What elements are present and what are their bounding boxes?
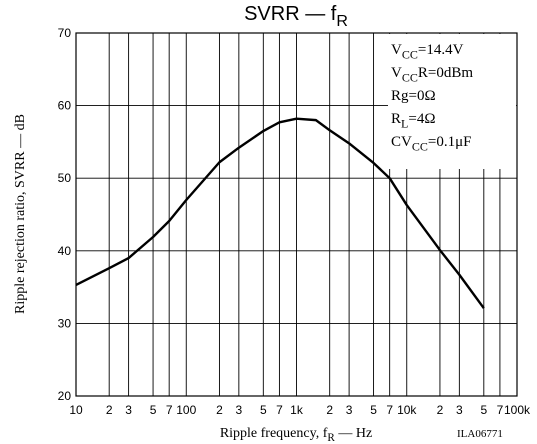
subscript: R bbox=[327, 432, 335, 444]
x-tick-label: 7 bbox=[166, 403, 173, 417]
annotation-box bbox=[388, 34, 516, 169]
data-line bbox=[75, 117, 485, 309]
subscript: R bbox=[336, 13, 348, 30]
x-tick-label: 10 bbox=[69, 403, 83, 417]
text-segment: SVRR — f bbox=[244, 3, 337, 25]
y-tick-label: 50 bbox=[58, 171, 72, 185]
x-tick-label: 10k bbox=[397, 403, 417, 417]
x-tick-label: 3 bbox=[456, 403, 463, 417]
plot-frame bbox=[75, 32, 518, 397]
y-tick-label: 40 bbox=[58, 244, 72, 258]
x-tick-label: 5 bbox=[150, 403, 157, 417]
x-tick-label: 7 bbox=[276, 403, 283, 417]
text-segment: =4Ω bbox=[408, 111, 435, 127]
x-tick-label: 7 bbox=[386, 403, 393, 417]
text-segment: V bbox=[391, 42, 402, 58]
y-axis-label: Ripple rejection ratio, SVRR — dB bbox=[13, 114, 28, 314]
y-tick-label: 20 bbox=[58, 389, 72, 403]
x-tick-label: 2 bbox=[216, 403, 223, 417]
subscript: CC bbox=[402, 48, 418, 62]
x-tick-label: 3 bbox=[236, 403, 243, 417]
text-segment: =0.1μF bbox=[428, 134, 472, 150]
annotation: RL=4Ω bbox=[391, 111, 435, 131]
annotation: VCCR=0dBm bbox=[391, 65, 473, 85]
figure-code: ILA06771 bbox=[457, 428, 503, 440]
subscript: CC bbox=[412, 140, 428, 154]
subscript: CC bbox=[402, 71, 418, 85]
x-tick-label: 100k bbox=[504, 403, 531, 417]
y-tick-label: 60 bbox=[58, 99, 72, 113]
y-tick-label: 70 bbox=[58, 26, 72, 40]
text-segment: CV bbox=[391, 134, 412, 150]
text-segment: Ripple frequency, f bbox=[220, 426, 328, 441]
x-tick-label: 1k bbox=[290, 403, 304, 417]
x-tick-label: 2 bbox=[326, 403, 333, 417]
annotation: CVCC=0.1μF bbox=[391, 134, 471, 154]
text-segment: V bbox=[391, 65, 402, 81]
annotation: Rg=0Ω bbox=[391, 88, 436, 104]
y-tick-label: 30 bbox=[58, 316, 72, 330]
x-tick-label: 5 bbox=[480, 403, 487, 417]
text-segment: =14.4V bbox=[418, 42, 464, 58]
text-segment: R bbox=[391, 111, 401, 127]
text-segment: — Hz bbox=[335, 426, 372, 441]
x-tick-label: 2 bbox=[106, 403, 113, 417]
x-tick-label: 100 bbox=[176, 403, 196, 417]
x-tick-label: 3 bbox=[346, 403, 353, 417]
subscript: L bbox=[401, 117, 408, 131]
x-tick-label: 3 bbox=[125, 403, 132, 417]
x-tick-label: 2 bbox=[437, 403, 444, 417]
annotation: VCC=14.4V bbox=[391, 42, 464, 62]
text-segment: Rg=0Ω bbox=[391, 88, 436, 104]
x-tick-label: 5 bbox=[370, 403, 377, 417]
chart-title: SVRR — fR bbox=[244, 3, 348, 30]
text-segment: R=0dBm bbox=[418, 65, 473, 81]
x-axis-label: Ripple frequency, fR — Hz bbox=[220, 426, 372, 444]
x-tick-label: 5 bbox=[260, 403, 267, 417]
x-tick-label: 7 bbox=[497, 403, 504, 417]
